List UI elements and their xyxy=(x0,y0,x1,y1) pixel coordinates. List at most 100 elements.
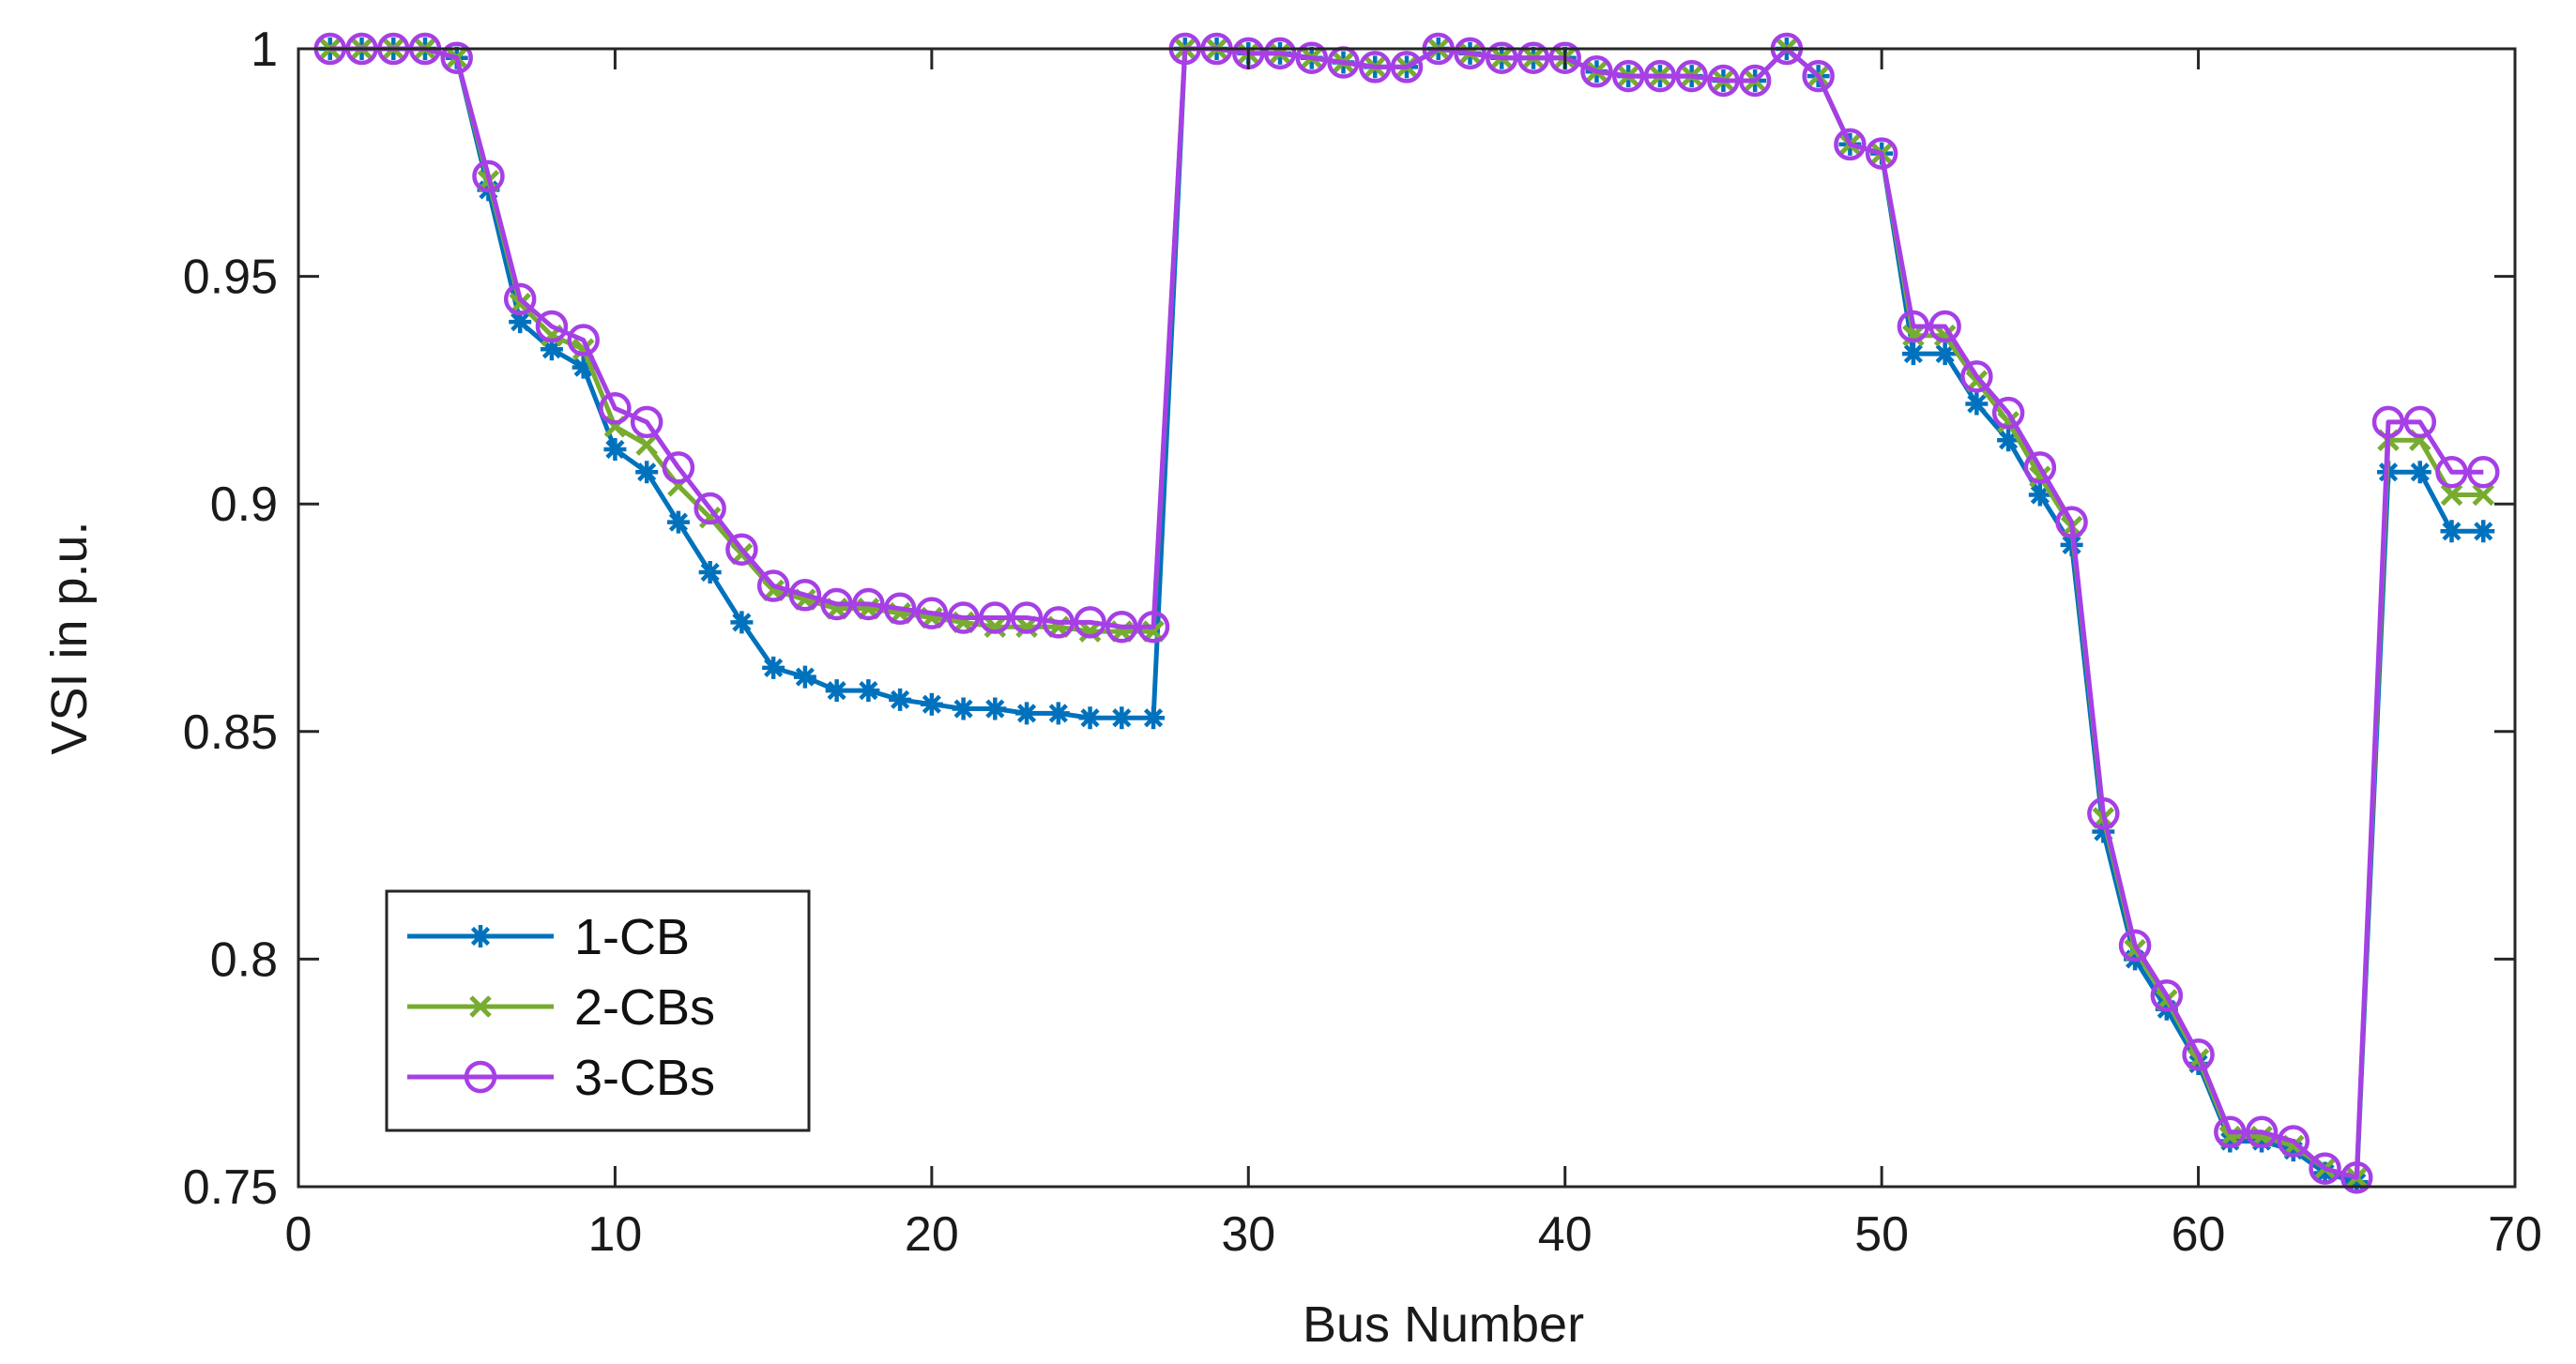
data-point-1-CB-53 xyxy=(1965,392,1989,416)
data-point-3-CBs-62 xyxy=(2245,1115,2279,1149)
data-point-3-CBs-25 xyxy=(1074,606,1106,639)
y-tick-label: 0.8 xyxy=(210,932,278,987)
data-point-1-CB-12 xyxy=(666,510,690,534)
legend-marker-2-CBs xyxy=(469,995,492,1018)
data-point-2-CBs-51 xyxy=(1902,324,1925,347)
x-tick-label: 70 xyxy=(2488,1207,2542,1262)
data-point-1-CB-64 xyxy=(2313,1161,2337,1185)
data-point-3-CBs-44 xyxy=(1675,59,1708,93)
data-point-3-CBs-31 xyxy=(1263,37,1297,70)
data-point-1-CB-69 xyxy=(2472,520,2495,543)
data-point-1-CB-14 xyxy=(730,611,754,634)
data-point-1-CB-11 xyxy=(635,461,659,484)
data-point-2-CBs-22 xyxy=(983,615,1007,638)
plot-frame xyxy=(297,47,2517,1189)
data-point-1-CB-27 xyxy=(1142,706,1166,730)
data-point-3-CBs-20 xyxy=(915,597,949,629)
data-point-3-CBs-14 xyxy=(725,533,758,566)
data-point-3-CBs-59 xyxy=(2150,978,2184,1012)
data-point-1-CB-51 xyxy=(1901,342,1925,366)
data-point-3-CBs-8 xyxy=(535,310,569,343)
data-point-1-CB-10 xyxy=(603,437,627,461)
data-point-2-CBs-69 xyxy=(2472,483,2495,507)
data-point-3-CBs-45 xyxy=(1707,64,1740,98)
data-point-3-CBs-48 xyxy=(1802,59,1835,93)
legend-label-3-CBs: 3-CBs xyxy=(574,1050,715,1106)
data-point-2-CBs-11 xyxy=(635,433,658,456)
data-point-3-CBs-49 xyxy=(1834,128,1867,161)
data-point-1-CB-23 xyxy=(1015,702,1039,725)
y-tick-label: 0.95 xyxy=(183,250,278,305)
legend-marker-3-CBs xyxy=(464,1060,497,1094)
data-point-3-CBs-46 xyxy=(1738,64,1772,98)
data-point-1-CB-55 xyxy=(2028,483,2051,507)
data-point-3-CBs-54 xyxy=(1991,396,2025,430)
data-point-3-CBs-21 xyxy=(947,601,980,634)
x-axis-title: Bus Number xyxy=(1303,1296,1584,1353)
data-point-3-CBs-58 xyxy=(2118,929,2152,962)
data-point-3-CBs-43 xyxy=(1643,59,1677,93)
data-point-3-CBs-19 xyxy=(883,592,917,626)
data-point-3-CBs-40 xyxy=(1548,41,1581,74)
y-tick-label: 0.85 xyxy=(183,705,278,760)
data-point-3-CBs-32 xyxy=(1295,41,1329,74)
data-point-1-CB-22 xyxy=(983,697,1007,720)
data-point-3-CBs-18 xyxy=(852,587,885,621)
data-point-3-CBs-12 xyxy=(662,451,695,484)
data-point-1-CB-25 xyxy=(1078,706,1102,730)
data-point-3-CBs-69 xyxy=(2467,455,2500,489)
data-point-3-CBs-56 xyxy=(2055,506,2088,538)
data-point-3-CBs-35 xyxy=(1390,51,1424,83)
data-point-3-CBs-27 xyxy=(1136,610,1170,644)
data-point-3-CBs-68 xyxy=(2435,455,2468,489)
x-tick-label: 60 xyxy=(2172,1207,2226,1262)
data-point-1-CB-61 xyxy=(2218,1129,2242,1153)
data-point-1-CB-26 xyxy=(1110,706,1134,730)
data-point-1-CB-65 xyxy=(2345,1171,2369,1194)
data-point-3-CBs-16 xyxy=(788,578,822,612)
data-point-3-CBs-9 xyxy=(567,324,600,356)
data-point-3-CBs-5 xyxy=(440,41,473,74)
y-axis-title: VSI in p.u. xyxy=(41,521,98,754)
data-point-1-CB-67 xyxy=(2408,461,2431,484)
data-point-3-CBs-50 xyxy=(1865,137,1898,170)
axes-layer: 0 10 20 30 40 50 60 70 0.75 0.8 0.85 0.9 0.95 1 xyxy=(183,23,2542,1262)
data-point-3-CBs-23 xyxy=(1010,601,1044,634)
x-tick-label: 10 xyxy=(588,1207,643,1262)
data-point-3-CBs-66 xyxy=(2371,405,2405,439)
data-point-3-CBs-22 xyxy=(979,601,1012,634)
data-point-3-CBs-24 xyxy=(1042,606,1075,639)
data-point-2-CBs-13 xyxy=(698,506,722,529)
data-point-3-CBs-57 xyxy=(2087,796,2120,830)
data-point-3-CBs-60 xyxy=(2182,1038,2215,1071)
data-point-1-CB-57 xyxy=(2092,820,2115,843)
data-point-3-CBs-13 xyxy=(694,492,726,525)
data-point-2-CBs-52 xyxy=(1933,324,1957,347)
data-point-3-CBs-38 xyxy=(1485,41,1518,74)
series-line-3-CBs xyxy=(329,46,2484,1180)
y-tick-label: 1 xyxy=(251,23,278,77)
legend-marker-1-CB xyxy=(469,925,492,947)
data-point-1-CB-20 xyxy=(920,692,943,716)
x-tick-label: 40 xyxy=(1538,1207,1593,1262)
x-tick-label: 50 xyxy=(1854,1207,1909,1262)
data-point-1-CB-15 xyxy=(762,656,785,679)
data-point-3-CBs-10 xyxy=(599,392,632,425)
x-tick-label: 30 xyxy=(1221,1207,1275,1262)
data-point-3-CBs-11 xyxy=(630,405,663,439)
y-tick-label: 0.9 xyxy=(210,477,278,532)
legend-label-1-CB: 1-CB xyxy=(574,909,690,965)
legend-box xyxy=(385,889,811,1132)
data-point-1-CB-8 xyxy=(540,338,563,361)
data-point-1-CB-54 xyxy=(1997,429,2020,452)
data-point-1-CB-7 xyxy=(509,311,532,334)
legend-label-2-CBs: 2-CBs xyxy=(574,979,715,1036)
data-point-1-CB-24 xyxy=(1046,702,1070,725)
data-point-3-CBs-51 xyxy=(1897,310,1930,343)
data-point-3-CBs-63 xyxy=(2277,1125,2310,1158)
data-point-1-CB-62 xyxy=(2250,1129,2274,1153)
data-point-3-CBs-41 xyxy=(1580,55,1613,88)
data-point-1-CB-68 xyxy=(2440,520,2463,543)
data-point-1-CB-18 xyxy=(857,679,880,703)
